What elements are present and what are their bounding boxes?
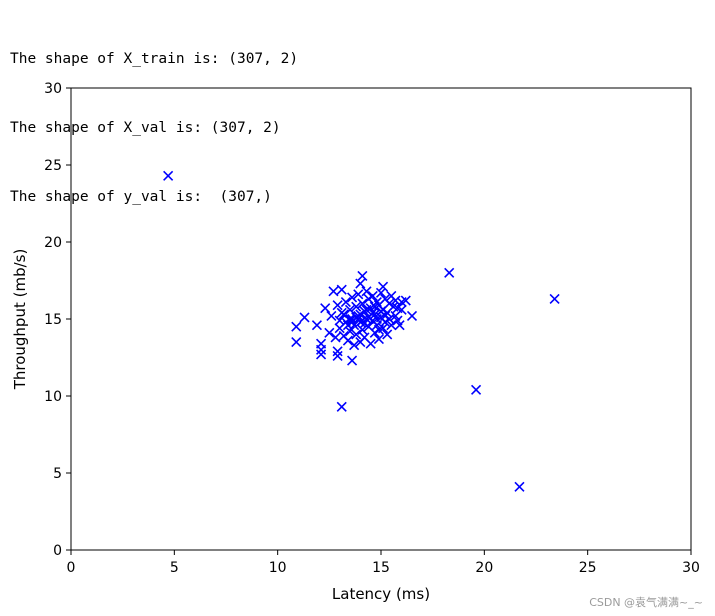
scatter-point (351, 301, 362, 312)
scatter-point (328, 286, 339, 297)
scatter-point (344, 313, 356, 325)
scatter-point (371, 313, 382, 325)
scatter-point (367, 307, 378, 318)
scatter-point (163, 170, 174, 181)
scatter-point (316, 349, 327, 360)
console-line: The shape of y_val is: (307,) (10, 189, 272, 205)
scatter-point (367, 290, 378, 301)
scatter-point (332, 350, 343, 362)
scatter-point (357, 315, 368, 326)
scatter-point (444, 267, 455, 278)
scatter-point (373, 324, 384, 335)
scatter-point (355, 278, 366, 289)
scatter-point (349, 340, 360, 351)
scatter-point (380, 310, 391, 321)
scatter-point (378, 281, 389, 292)
scatter-point (353, 289, 364, 300)
y-tick-label: 0 (53, 543, 62, 559)
scatter-point (357, 298, 368, 309)
scatter-point (361, 286, 372, 297)
scatter-point (396, 296, 407, 308)
x-tick-label: 20 (475, 560, 493, 576)
scatter-point (406, 310, 418, 321)
plot-marks (163, 170, 560, 492)
scatter-point (347, 292, 358, 303)
x-tick-label: 25 (579, 560, 597, 576)
scatter-point (382, 329, 393, 340)
scatter-point (332, 300, 343, 311)
scatter-point (347, 355, 358, 366)
scatter-point (342, 335, 353, 346)
scatter-point (369, 301, 380, 312)
scatter-point (351, 329, 362, 340)
x-ticks: 0 5 10 15 20 25 30 (67, 550, 700, 576)
x-tick-label: 10 (269, 560, 287, 576)
scatter-point (357, 270, 368, 281)
y-tick-label: 5 (53, 466, 62, 482)
scatter-point (471, 384, 482, 395)
console-output: The shape of X_train is: (307, 2) The sh… (10, 2, 298, 232)
scatter-point (330, 332, 341, 343)
x-tick-label: 5 (170, 560, 179, 576)
scatter-point (320, 303, 331, 314)
scatter-point (291, 321, 302, 332)
x-tick-label: 30 (682, 560, 700, 576)
y-tick-label: 25 (44, 158, 62, 174)
scatter-point (344, 304, 356, 315)
scatter-point (514, 481, 525, 492)
scatter-point (336, 401, 347, 412)
y-ticks: 0 5 10 15 20 25 30 (44, 81, 71, 559)
scatter-point (326, 310, 337, 321)
x-tick-label: 0 (67, 560, 76, 576)
scatter-point (332, 346, 343, 357)
scatter-point (311, 320, 322, 331)
scatter-point (338, 309, 349, 320)
scatter-point (361, 304, 372, 315)
scatter-point (316, 344, 327, 355)
scatter-point (390, 295, 401, 306)
watermark: CSDN @袁气满满~_~ (589, 596, 703, 609)
console-line: The shape of X_val is: (307, 2) (10, 120, 281, 136)
y-tick-label: 10 (44, 389, 62, 405)
y-axis-label: Throughput (mb/s) (11, 249, 29, 391)
scatter-point (549, 293, 560, 305)
scatter-point (386, 320, 397, 331)
scatter-point (324, 327, 335, 338)
scatter-point (392, 315, 403, 326)
scatter-point (336, 284, 347, 295)
scatter-point (365, 338, 376, 349)
y-tick-label: 20 (44, 235, 62, 251)
scatter-point (344, 326, 356, 337)
scatter-point (375, 287, 387, 298)
scatter-point (340, 296, 351, 308)
x-tick-label: 15 (372, 560, 390, 576)
scatter-point (334, 315, 345, 326)
scatter-point (291, 337, 302, 348)
scatter-point (357, 324, 368, 335)
scatter-point (299, 312, 310, 323)
x-axis-label: Latency (ms) (332, 585, 430, 603)
scatter-point (373, 333, 384, 345)
console-line: The shape of X_train is: (307, 2) (10, 51, 299, 67)
y-tick-label: 15 (44, 312, 62, 328)
y-tick-label: 30 (44, 81, 62, 97)
scatter-point (392, 303, 403, 314)
